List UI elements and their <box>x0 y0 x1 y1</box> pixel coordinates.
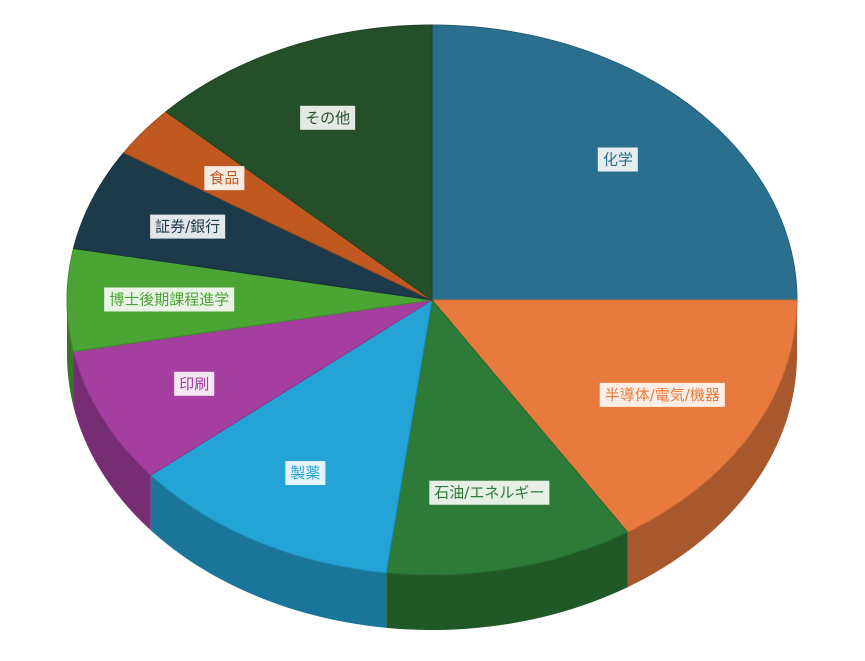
label-box <box>300 105 356 130</box>
slice <box>165 24 433 301</box>
slice <box>72 152 433 301</box>
label-text: 博士後期課程進学 <box>109 291 229 309</box>
slice <box>430 299 798 533</box>
label-text: 印刷 <box>179 375 209 393</box>
slice-side <box>386 532 628 630</box>
slice-side <box>73 351 151 531</box>
slice <box>123 111 433 301</box>
slice <box>66 247 433 353</box>
slice-label: 石油/エネルギー <box>429 480 550 505</box>
slice-label: 製薬 <box>285 461 326 486</box>
label-box <box>104 287 235 312</box>
label-text: 食品 <box>209 169 239 187</box>
label-box <box>204 166 245 191</box>
slice-label: 博士後期課程進学 <box>104 287 235 312</box>
slice-label: 証券/銀行 <box>150 214 226 239</box>
label-box <box>597 147 638 172</box>
slice-label: 印刷 <box>174 371 215 396</box>
slice <box>385 298 629 576</box>
label-text: その他 <box>305 109 350 127</box>
label-text: 証券/銀行 <box>155 218 220 236</box>
slice-label: 化学 <box>597 147 638 172</box>
label-box <box>599 382 725 407</box>
slice-label: 半導体/電気/機器 <box>599 382 725 407</box>
label-box <box>429 480 550 505</box>
label-text: 製薬 <box>290 464 320 482</box>
label-text: 石油/エネルギー <box>434 484 544 502</box>
slice-side <box>627 300 797 588</box>
slice-label: その他 <box>300 105 356 130</box>
slice-label: 食品 <box>204 166 245 191</box>
slice <box>72 299 433 476</box>
label-box <box>150 214 226 239</box>
label-text: 化学 <box>603 150 633 168</box>
slice <box>149 298 433 574</box>
label-box <box>174 371 215 396</box>
label-box <box>285 461 326 486</box>
label-text: 半導体/電気/機器 <box>605 386 720 404</box>
slice-side <box>150 475 387 628</box>
